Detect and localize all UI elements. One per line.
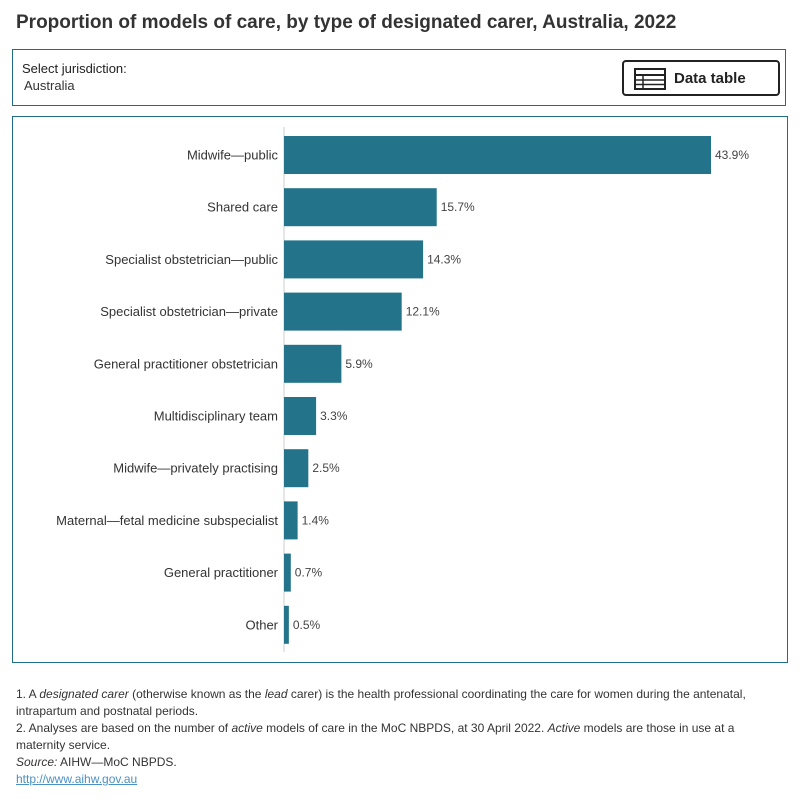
footnotes: 1. A designated carer (otherwise known a… — [16, 686, 786, 788]
data-label: 43.9% — [715, 148, 749, 162]
footnote-2: 2. Analyses are based on the number of a… — [16, 720, 786, 754]
footnote-2-term-active-2: Active — [547, 721, 581, 735]
footnote-1-mid: (otherwise known as the — [128, 687, 265, 701]
category-label: Specialist obstetrician—private — [100, 304, 278, 319]
bar-chart: Midwife—public 43.9% Shared care 15.7% Speci… — [56, 127, 749, 652]
data-label: 0.5% — [293, 618, 321, 632]
data-label: 12.1% — [406, 305, 440, 319]
category-label: Midwife—privately practising — [113, 461, 278, 476]
bar[interactable] — [284, 240, 424, 279]
category-label: Midwife—public — [187, 148, 279, 163]
footnote-1-prefix: 1. A — [16, 687, 40, 701]
data-label: 15.7% — [441, 200, 475, 214]
category-label: General practitioner — [164, 565, 279, 580]
bar[interactable] — [284, 553, 291, 592]
link-line: http://www.aihw.gov.au — [16, 771, 786, 788]
footnote-1-term-lead: lead — [264, 687, 288, 701]
category-label: General practitioner obstetrician — [94, 356, 278, 371]
bar[interactable] — [284, 344, 342, 383]
chart-title: Proportion of models of care, by type of… — [16, 12, 677, 33]
data-label: 14.3% — [427, 252, 461, 266]
data-table-button-label: Data table — [674, 70, 746, 87]
aihw-link[interactable]: http://www.aihw.gov.au — [16, 772, 138, 786]
data-label: 0.7% — [295, 566, 323, 580]
data-table-button[interactable]: Data table — [622, 60, 780, 96]
bar[interactable] — [284, 292, 402, 331]
category-label: Multidisciplinary team — [154, 409, 278, 424]
bar[interactable] — [284, 188, 437, 227]
bars-group: Midwife—public 43.9% Shared care 15.7% Speci… — [56, 136, 749, 644]
source-text: AIHW—MoC NBPDS. — [57, 755, 177, 769]
bar[interactable] — [284, 605, 289, 644]
data-label: 1.4% — [302, 513, 330, 527]
data-label: 5.9% — [345, 357, 373, 371]
bar[interactable] — [284, 136, 711, 174]
bar[interactable] — [284, 449, 309, 488]
jurisdiction-filter-panel: Select jurisdiction: Australia Data tabl… — [12, 49, 786, 106]
footnote-1-term-designated-carer: designated carer — [39, 687, 129, 701]
footnote-1-suffix: carer) is the health professional coordi… — [16, 687, 746, 718]
category-label: Specialist obstetrician—public — [105, 252, 278, 267]
footnote-1: 1. A designated carer (otherwise known a… — [16, 686, 786, 720]
category-label: Shared care — [207, 200, 278, 215]
bar[interactable] — [284, 397, 317, 435]
footnote-2-suffix: models are those in use at a maternity s… — [16, 721, 735, 752]
category-label: Maternal—fetal medicine subspecialist — [56, 513, 278, 528]
bar[interactable] — [284, 501, 298, 540]
jurisdiction-filter-label: Select jurisdiction: — [22, 61, 127, 76]
source-label: Source: — [16, 755, 58, 769]
footnote-2-mid: models of care in the MoC NBPDS, at 30 A… — [262, 721, 548, 735]
jurisdiction-select[interactable]: Australia — [24, 78, 75, 93]
footnote-2-term-active: active — [231, 721, 263, 735]
category-label: Other — [245, 617, 278, 632]
chart-panel: Midwife—public 43.9% Shared care 15.7% Speci… — [12, 116, 788, 663]
footnote-2-prefix: 2. Analyses are based on the number of — [16, 721, 232, 735]
source-line: Source: AIHW—MoC NBPDS. — [16, 754, 786, 771]
data-label: 2.5% — [312, 461, 340, 475]
data-label: 3.3% — [320, 409, 348, 423]
table-icon — [634, 68, 666, 95]
